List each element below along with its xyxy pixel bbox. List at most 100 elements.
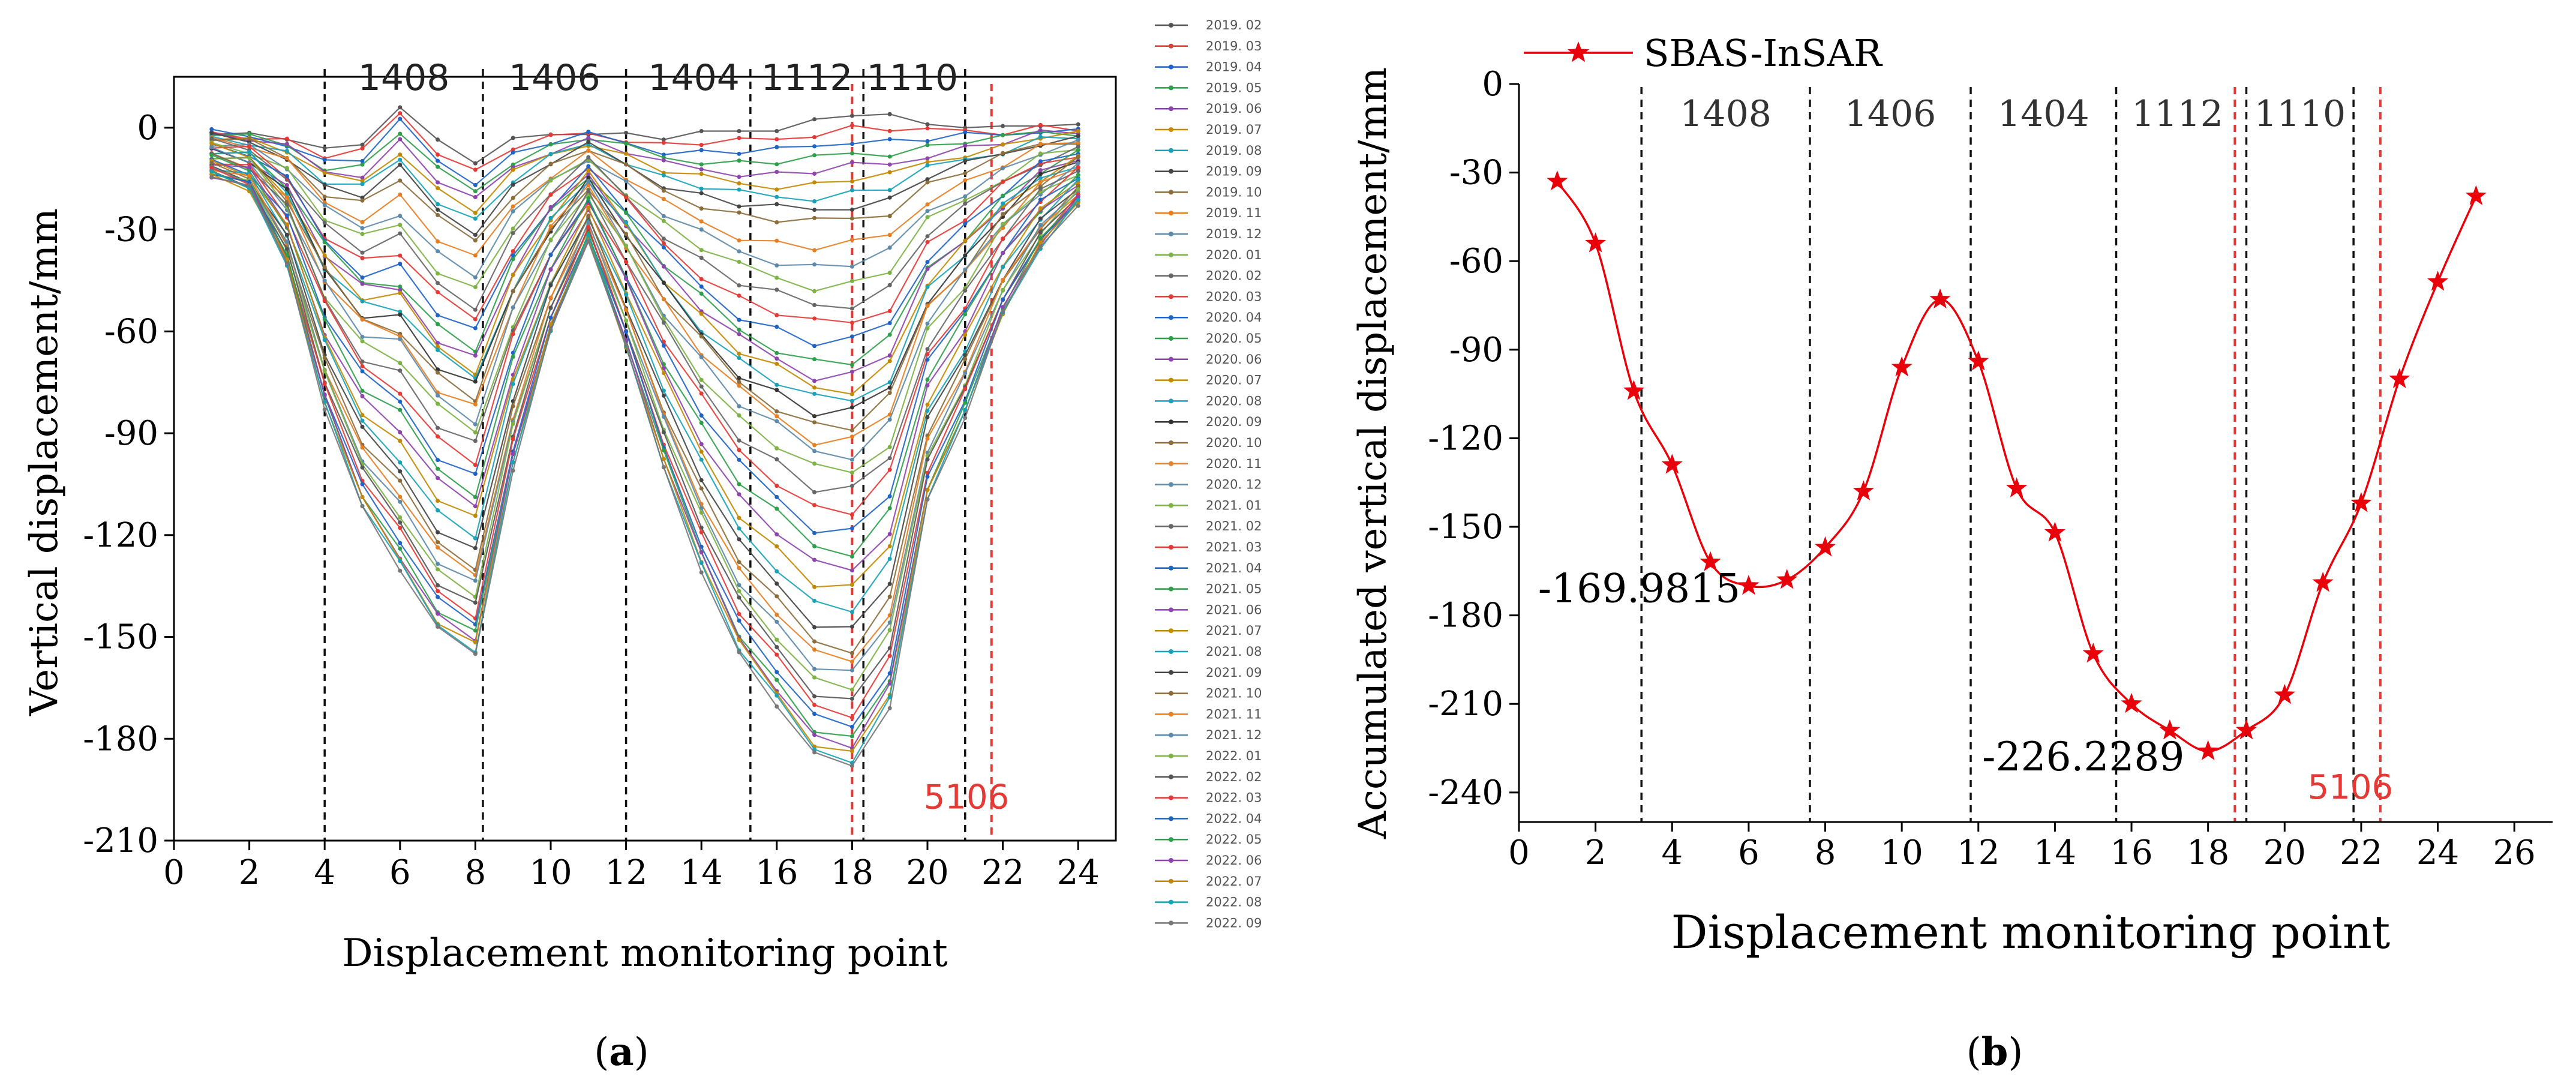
chart-a-legend-label-1: 2019. 03 bbox=[1206, 39, 1262, 53]
chart-a-point-27-6 bbox=[436, 466, 440, 471]
chart-a-point-22-15 bbox=[774, 419, 779, 424]
chart-a-point-24-18 bbox=[887, 456, 892, 461]
chart-a-point-27-7 bbox=[473, 494, 478, 499]
chart-a-point-7-0 bbox=[209, 131, 214, 136]
chart-a-point-13-4 bbox=[360, 256, 365, 260]
chart-a-point-27-4 bbox=[360, 388, 365, 393]
chart-a-point-38-11 bbox=[624, 329, 629, 334]
chart-a-legend-label-28: 2021. 06 bbox=[1206, 602, 1262, 617]
chart-a-point-16-2 bbox=[284, 182, 289, 187]
chart-a-point-8-9 bbox=[548, 161, 553, 166]
chart-a-point-9-18 bbox=[887, 233, 892, 238]
chart-a-point-5-11 bbox=[624, 151, 629, 156]
chart-a-legend-dot-13 bbox=[1169, 294, 1173, 299]
chart-a-point-41-22 bbox=[1038, 240, 1043, 245]
chart-a-point-13-17 bbox=[849, 320, 854, 325]
chart-a-zone-label-1: 1406 bbox=[509, 57, 601, 99]
chart-a-point-14-18 bbox=[887, 320, 892, 325]
chart-a-point-13-5 bbox=[398, 253, 403, 258]
chart-a-point-7-5 bbox=[398, 163, 403, 167]
chart-a-point-10-11 bbox=[624, 179, 629, 184]
chart-a-point-10-13 bbox=[699, 227, 704, 232]
chart-b-x-tick-label-0: 0 bbox=[1508, 833, 1530, 872]
chart-a-point-26-14 bbox=[737, 457, 741, 462]
chart-a-point-18-14 bbox=[737, 356, 741, 361]
chart-a-point-11-4 bbox=[360, 232, 365, 236]
chart-a-point-4-17 bbox=[849, 160, 854, 165]
chart-a-point-34-14 bbox=[737, 583, 741, 587]
chart-a-point-4-5 bbox=[398, 137, 403, 142]
chart-a-legend-label-20: 2020. 10 bbox=[1206, 436, 1262, 450]
chart-a-point-19-22 bbox=[1038, 172, 1043, 176]
chart-b-x-tick-label-4: 8 bbox=[1815, 833, 1836, 872]
chart-a-legend-label-11: 2020. 01 bbox=[1206, 248, 1262, 262]
chart-a-point-22-5 bbox=[398, 337, 403, 341]
chart-a-point-13-9 bbox=[548, 193, 553, 197]
chart-a-point-23-17 bbox=[849, 470, 854, 475]
chart-a-point-21-15 bbox=[774, 414, 779, 419]
chart-a-point-30-15 bbox=[774, 569, 779, 574]
chart-a-point-26-5 bbox=[398, 399, 403, 404]
chart-a-point-43-8 bbox=[511, 468, 515, 473]
chart-a-point-31-5 bbox=[398, 469, 403, 474]
chart-a-point-43-5 bbox=[398, 568, 403, 573]
chart-a-point-3-1 bbox=[247, 131, 252, 136]
chart-a-series-line-3 bbox=[211, 131, 1079, 193]
chart-a-point-2-18 bbox=[887, 137, 892, 142]
chart-a-point-42-13 bbox=[699, 560, 704, 565]
chart-a-legend-label-18: 2020. 08 bbox=[1206, 394, 1262, 408]
chart-a-point-0-23 bbox=[1076, 122, 1080, 127]
chart-a-point-3-14 bbox=[737, 158, 741, 163]
chart-a-point-32-17 bbox=[849, 651, 854, 656]
chart-a-point-7-6 bbox=[436, 208, 440, 212]
chart-a-point-10-23 bbox=[1076, 137, 1080, 142]
chart-a-point-43-19 bbox=[925, 497, 930, 502]
chart-a-point-34-20 bbox=[963, 371, 968, 376]
chart-a-point-9-8 bbox=[511, 204, 515, 209]
chart-a-point-31-15 bbox=[774, 581, 779, 586]
chart-a-point-12-6 bbox=[436, 281, 440, 286]
chart-a-point-15-3 bbox=[322, 240, 327, 245]
chart-a-y-tick-label-4: -120 bbox=[83, 516, 158, 555]
chart-b-x-axis-label: Displacement monitoring point bbox=[1671, 905, 2391, 959]
chart-a-series-line-30 bbox=[211, 169, 1079, 613]
chart-a-point-7-7 bbox=[473, 233, 478, 238]
chart-a-point-31-6 bbox=[436, 530, 440, 535]
chart-a-point-29-13 bbox=[699, 449, 704, 454]
chart-a-point-31-13 bbox=[699, 478, 704, 482]
chart-a-point-15-11 bbox=[624, 211, 629, 215]
chart-a-point-16-22 bbox=[1038, 168, 1043, 173]
chart-a-point-39-22 bbox=[1038, 236, 1043, 241]
chart-a-x-tick-label-4: 8 bbox=[465, 853, 487, 892]
chart-a-point-22-20 bbox=[963, 267, 968, 272]
chart-a-point-23-16 bbox=[812, 461, 817, 466]
chart-a-legend-label-7: 2019. 09 bbox=[1206, 164, 1262, 179]
chart-a-point-41-19 bbox=[925, 488, 930, 493]
chart-a-point-25-14 bbox=[737, 448, 741, 452]
chart-a-point-12-16 bbox=[812, 302, 817, 307]
chart-a-point-4-19 bbox=[925, 156, 930, 161]
chart-a-point-14-12 bbox=[661, 245, 666, 250]
chart-a-point-27-0 bbox=[209, 152, 214, 157]
chart-a-series-line-0 bbox=[211, 106, 1079, 164]
chart-a-point-17-20 bbox=[963, 238, 968, 243]
chart-a-point-16-19 bbox=[925, 266, 930, 271]
chart-a-point-4-6 bbox=[436, 180, 440, 185]
chart-a-point-11-13 bbox=[699, 248, 704, 253]
chart-b-panel-label: (b) bbox=[1966, 1030, 2023, 1075]
chart-a-point-38-5 bbox=[398, 541, 403, 545]
chart-a-point-19-17 bbox=[849, 405, 854, 410]
chart-a-point-0-8 bbox=[511, 136, 515, 140]
chart-a-point-28-18 bbox=[887, 532, 892, 536]
chart-a-point-27-18 bbox=[887, 506, 892, 511]
chart-a-point-14-6 bbox=[436, 313, 440, 317]
chart-a-point-7-16 bbox=[812, 208, 817, 212]
chart-a-legend-label-33: 2021. 11 bbox=[1206, 707, 1262, 721]
chart-a-point-23-13 bbox=[699, 377, 704, 382]
chart-a-point-9-12 bbox=[661, 197, 666, 202]
chart-a-point-24-16 bbox=[812, 490, 817, 494]
chart-a-legend-dot-21 bbox=[1169, 461, 1173, 466]
chart-a-point-23-14 bbox=[737, 413, 741, 418]
chart-a-point-30-7 bbox=[473, 536, 478, 541]
chart-a-legend-dot-24 bbox=[1169, 524, 1173, 529]
